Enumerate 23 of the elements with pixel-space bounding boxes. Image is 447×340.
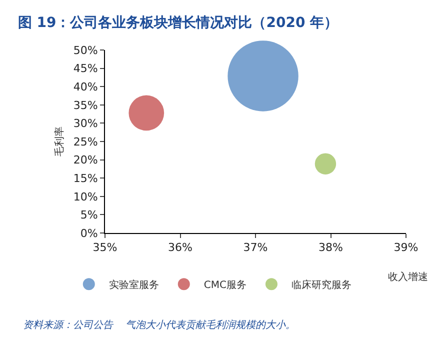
y-tick-label: 10%	[73, 190, 98, 204]
y-tick-label: 25%	[73, 135, 98, 148]
x-tick-label: 38%	[318, 241, 343, 254]
y-tick-label: 0%	[80, 226, 98, 240]
x-tick-label: 37%	[243, 241, 268, 254]
x-tick-label: 39%	[394, 241, 418, 254]
y-tick-label: 20%	[73, 154, 98, 167]
legend-label: CMC服务	[204, 279, 246, 291]
chart-title: 图 19：公司各业务板块增长情况对比（2020 年）	[18, 14, 338, 31]
y-tick-label: 30%	[73, 117, 98, 130]
x-tick-label: 36%	[168, 241, 192, 254]
legend-label: 实验室服务	[108, 279, 159, 291]
y-tick-label: 40%	[73, 80, 98, 94]
y-axis-title: 毛利率	[53, 126, 66, 156]
y-tick-label: 35%	[73, 98, 98, 112]
x-axis-title: 收入增速	[388, 271, 428, 283]
y-tick-label: 45%	[73, 62, 98, 76]
text: 资料来源：公司公告 气泡大小代表贡献毛利润规模的大小。	[23, 319, 296, 331]
y-tick-label: 50%	[73, 44, 98, 57]
y-tick-label: 5%	[80, 208, 98, 222]
y-tick-label: 15%	[73, 172, 98, 185]
x-tick-label: 35%	[92, 241, 118, 254]
legend-label: 临床研究服务	[291, 279, 352, 291]
